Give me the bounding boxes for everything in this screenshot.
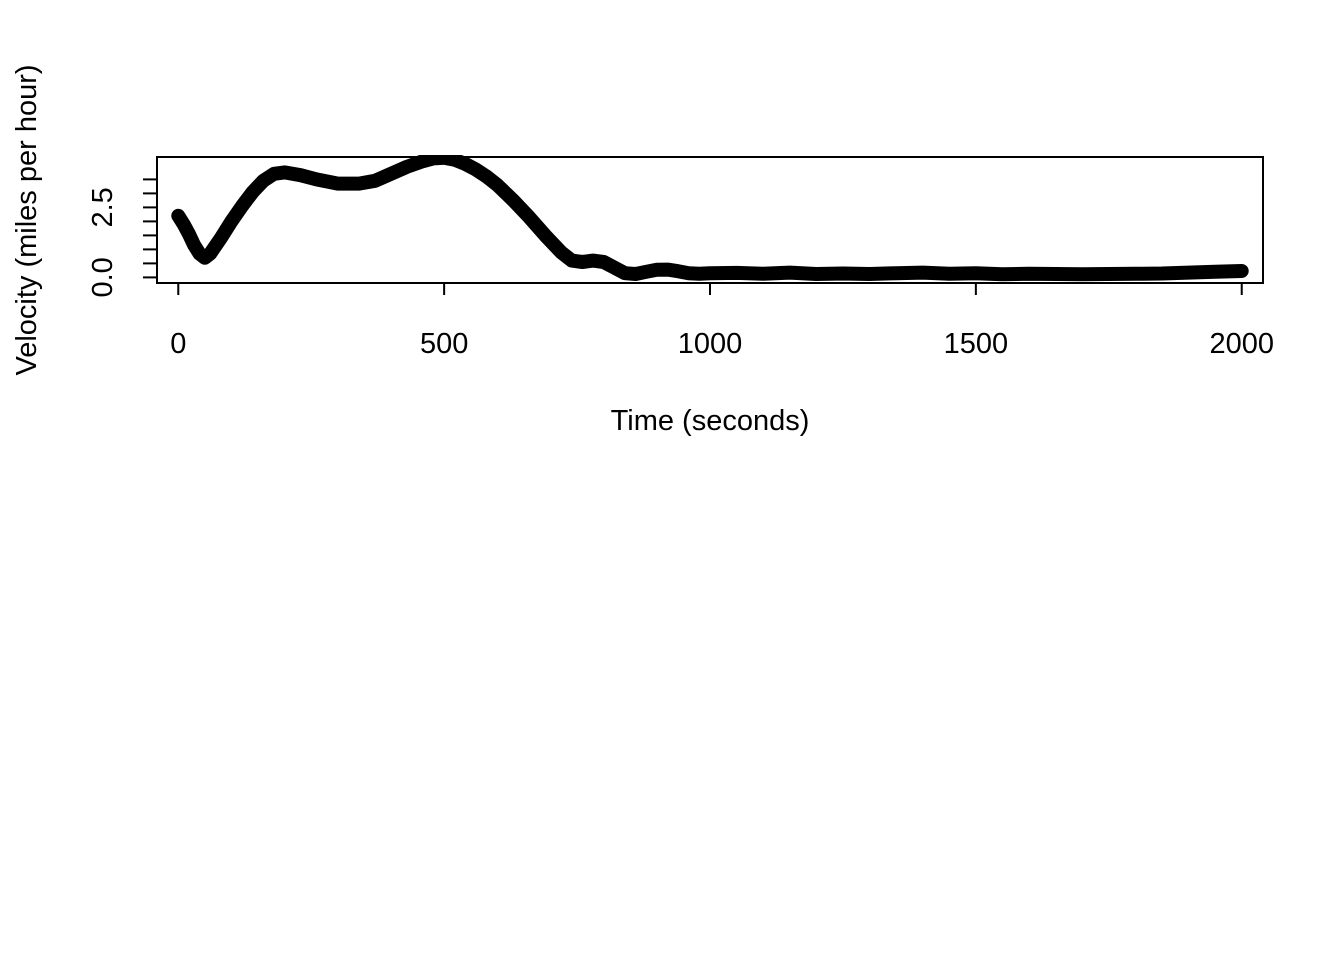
x-axis-title: Time (seconds) [611, 405, 810, 437]
x-axis: 0 500 1000 1500 2000 [170, 282, 1274, 360]
series-layer [171, 155, 1249, 282]
y-tick-label: 2.5 [87, 187, 119, 227]
x-tick-label: 1000 [678, 328, 743, 360]
x-tick-label: 500 [420, 328, 468, 360]
x-tick-label: 0 [170, 328, 186, 360]
x-tick-label: 2000 [1209, 328, 1274, 360]
y-tick-label: 0.0 [87, 257, 119, 297]
x-tick-label: 1500 [944, 328, 1009, 360]
y-axis: 0.0 2.5 [87, 178, 158, 298]
y-axis-title: Velocity (miles per hour) [11, 64, 43, 375]
series-line-0 [171, 155, 1249, 282]
